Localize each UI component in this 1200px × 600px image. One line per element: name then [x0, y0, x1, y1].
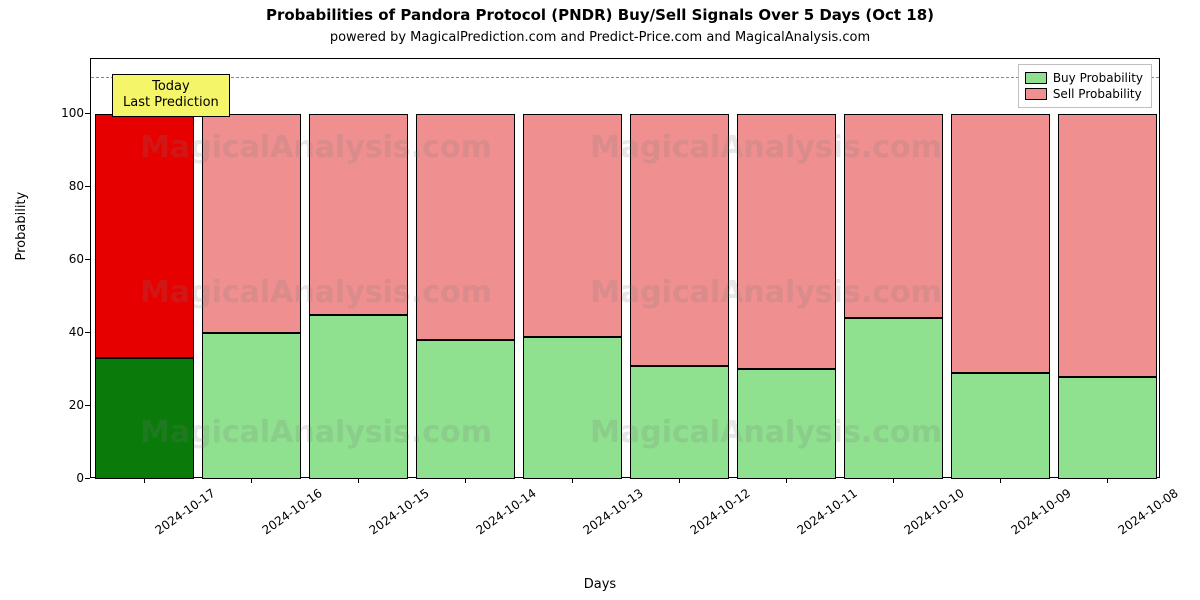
bar-buy: [630, 366, 728, 479]
bar-sell: [309, 114, 407, 315]
bar-sell: [737, 114, 835, 370]
ytick-label: 40: [44, 325, 84, 339]
bar-sell: [630, 114, 728, 366]
ytick-mark: [85, 186, 90, 187]
bar-slot: [1058, 59, 1156, 477]
callout-line1: Today: [123, 79, 219, 95]
xtick-mark: [144, 478, 145, 483]
bar-buy: [202, 333, 300, 479]
xtick-label: 2024-10-13: [580, 486, 645, 537]
bar-buy: [523, 337, 621, 479]
ytick-label: 100: [44, 106, 84, 120]
legend: Buy Probability Sell Probability: [1018, 64, 1152, 108]
legend-swatch-buy: [1025, 72, 1047, 84]
y-axis-label: Probability: [14, 192, 29, 261]
bar-sell: [95, 114, 193, 359]
xtick-label: 2024-10-10: [901, 486, 966, 537]
xtick-mark: [1107, 478, 1108, 483]
xtick-mark: [251, 478, 252, 483]
chart-container: Probabilities of Pandora Protocol (PNDR)…: [0, 0, 1200, 600]
xtick-mark: [572, 478, 573, 483]
xtick-label: 2024-10-15: [366, 486, 431, 537]
chart-title: Probabilities of Pandora Protocol (PNDR)…: [0, 6, 1200, 24]
xtick-mark: [679, 478, 680, 483]
xtick-mark: [786, 478, 787, 483]
plot-area: [90, 58, 1160, 478]
xtick-label: 2024-10-17: [152, 486, 217, 537]
ytick-label: 0: [44, 471, 84, 485]
bar-slot: [630, 59, 728, 477]
bar-sell: [523, 114, 621, 337]
xtick-label: 2024-10-16: [259, 486, 324, 537]
bar-buy: [95, 358, 193, 479]
ytick-mark: [85, 259, 90, 260]
xtick-mark: [1000, 478, 1001, 483]
xtick-label: 2024-10-08: [1115, 486, 1180, 537]
bar-sell: [416, 114, 514, 340]
legend-item-sell: Sell Probability: [1025, 86, 1143, 102]
bar-slot: [416, 59, 514, 477]
legend-label-buy: Buy Probability: [1053, 70, 1143, 86]
ytick-mark: [85, 405, 90, 406]
ytick-mark: [85, 478, 90, 479]
bar-buy: [1058, 377, 1156, 479]
ytick-label: 60: [44, 252, 84, 266]
today-callout: Today Last Prediction: [112, 74, 230, 117]
xtick-label: 2024-10-11: [794, 486, 859, 537]
xtick-label: 2024-10-14: [473, 486, 538, 537]
callout-line2: Last Prediction: [123, 95, 219, 111]
bar-buy: [737, 369, 835, 479]
legend-swatch-sell: [1025, 88, 1047, 100]
bar-sell: [202, 114, 300, 333]
bar-buy: [416, 340, 514, 479]
bar-slot: [523, 59, 621, 477]
ytick-mark: [85, 332, 90, 333]
ytick-label: 80: [44, 179, 84, 193]
bar-buy: [309, 315, 407, 479]
xtick-label: 2024-10-09: [1008, 486, 1073, 537]
xtick-mark: [465, 478, 466, 483]
ytick-mark: [85, 113, 90, 114]
bar-slot: [95, 59, 193, 477]
legend-item-buy: Buy Probability: [1025, 70, 1143, 86]
chart-subtitle: powered by MagicalPrediction.com and Pre…: [0, 30, 1200, 45]
ytick-label: 20: [44, 398, 84, 412]
bar-slot: [737, 59, 835, 477]
legend-label-sell: Sell Probability: [1053, 86, 1142, 102]
bar-slot: [202, 59, 300, 477]
bar-sell: [1058, 114, 1156, 377]
x-axis-label: Days: [0, 577, 1200, 592]
xtick-mark: [358, 478, 359, 483]
bar-sell: [844, 114, 942, 319]
bar-slot: [951, 59, 1049, 477]
bar-buy: [951, 373, 1049, 479]
xtick-mark: [893, 478, 894, 483]
bar-sell: [951, 114, 1049, 373]
bar-slot: [309, 59, 407, 477]
bar-slot: [844, 59, 942, 477]
xtick-label: 2024-10-12: [687, 486, 752, 537]
bar-buy: [844, 318, 942, 479]
